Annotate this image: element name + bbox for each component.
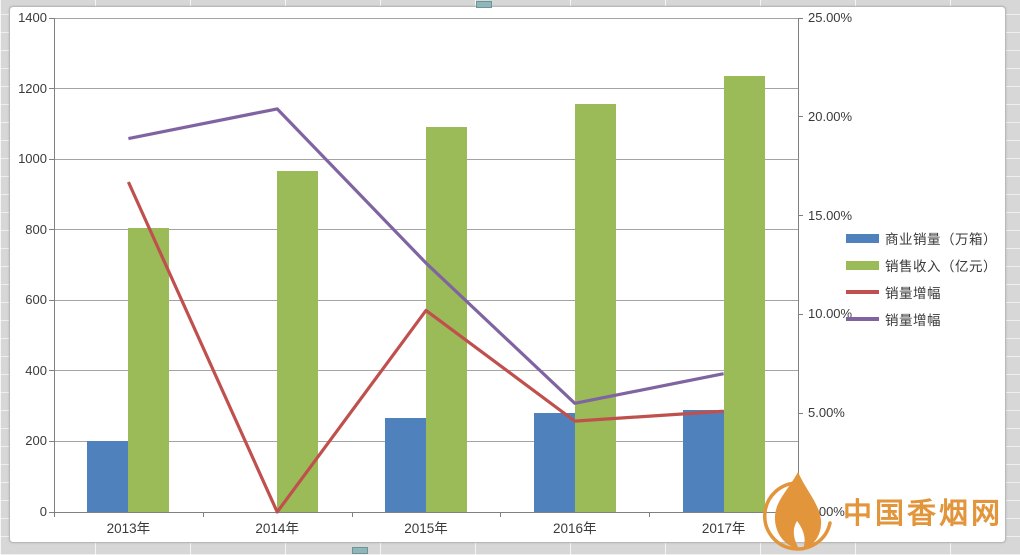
x-axis-tick xyxy=(202,513,204,517)
x-axis-tick xyxy=(649,513,651,517)
bar-series1-2015年 xyxy=(385,418,426,512)
bar-series1-2013年 xyxy=(87,441,129,512)
right-axis-tick xyxy=(798,412,803,414)
right-axis-tick xyxy=(798,215,803,217)
x-axis-tick xyxy=(500,513,502,517)
left-axis-tick xyxy=(49,158,54,160)
chart-legend: 商业销量（万箱） 销售收入（亿元） 销量增幅 销量增幅 xyxy=(846,231,997,339)
left-axis-tick xyxy=(49,511,54,513)
legend-item-3: 销量增幅 xyxy=(846,285,997,301)
right-axis-tick xyxy=(798,313,803,315)
legend-line-swatch xyxy=(846,290,879,294)
left-axis-tick-label: 400 xyxy=(25,362,47,378)
left-axis-tick xyxy=(49,17,54,19)
x-axis-line xyxy=(54,512,799,513)
chart-area: 0 200 400 600 800 1000 1200 1400 0.00% 5.00% 10.00… xyxy=(9,6,1006,551)
left-axis-tick-label: 600 xyxy=(25,292,47,308)
x-axis-category-label: 2015年 xyxy=(404,521,448,536)
x-axis-tick xyxy=(54,513,55,517)
watermark: 中国香烟网 xyxy=(759,468,1003,554)
left-axis-tick-label: 200 xyxy=(25,433,47,449)
legend-bar-swatch xyxy=(846,260,879,270)
x-axis-tick xyxy=(351,513,353,517)
plot-gridline xyxy=(54,88,798,90)
right-axis-tick xyxy=(798,116,803,118)
right-axis-tick-label: 25.00% xyxy=(808,10,853,25)
right-axis-tick-label: 10.00% xyxy=(808,306,853,322)
bar-series2-2016年 xyxy=(574,104,616,512)
legend-label: 商业销量（万箱） xyxy=(885,232,997,247)
legend-bar-swatch xyxy=(846,233,879,243)
x-axis-category-label: 2014年 xyxy=(255,521,299,536)
watermark-text: 中国香烟网 xyxy=(842,496,1003,530)
right-axis-tick-label: 5.00% xyxy=(808,405,845,421)
left-axis-tick xyxy=(49,299,54,301)
left-axis-tick xyxy=(49,440,54,442)
legend-label: 销量增幅 xyxy=(885,313,941,328)
flame-logo-icon xyxy=(763,472,832,551)
left-axis-tick-label: 0 xyxy=(39,504,47,519)
x-axis-category-label: 2016年 xyxy=(553,521,597,536)
bar-series2-2017年 xyxy=(723,76,765,512)
cell-marker-bottom xyxy=(352,547,368,554)
x-axis-category-label: 2017年 xyxy=(701,521,746,536)
bar-series1-2016年 xyxy=(533,413,575,512)
right-axis-tick-label: 20.00% xyxy=(808,108,853,124)
right-axis-tick xyxy=(798,17,803,19)
plot-gridline xyxy=(54,17,798,19)
left-axis-tick-label: 1400 xyxy=(18,10,47,25)
legend-item-2: 销售收入（亿元） xyxy=(846,258,997,274)
legend-item-4: 销量增幅 xyxy=(846,312,997,328)
left-axis-tick xyxy=(49,88,54,90)
legend-item-1: 商业销量（万箱） xyxy=(846,231,997,247)
left-axis-tick-label: 1000 xyxy=(18,151,47,167)
right-axis-line xyxy=(798,18,799,512)
cell-marker-top xyxy=(476,1,492,8)
left-axis-tick-label: 1200 xyxy=(18,80,47,96)
legend-label: 销量增幅 xyxy=(885,286,941,301)
legend-label: 销售收入（亿元） xyxy=(885,259,997,274)
bar-series1-2017年 xyxy=(682,409,724,512)
left-axis-tick-label: 800 xyxy=(25,221,47,237)
left-axis-line xyxy=(54,18,55,512)
bar-series2-2014年 xyxy=(277,171,319,512)
legend-line-swatch xyxy=(846,317,879,321)
left-axis-tick xyxy=(49,370,54,372)
right-axis-tick-label: 15.00% xyxy=(808,207,853,223)
left-axis-tick xyxy=(49,229,54,231)
x-axis-category-label: 2013年 xyxy=(106,521,151,536)
bar-series2-2015年 xyxy=(426,127,467,512)
bar-series2-2013年 xyxy=(128,227,170,512)
